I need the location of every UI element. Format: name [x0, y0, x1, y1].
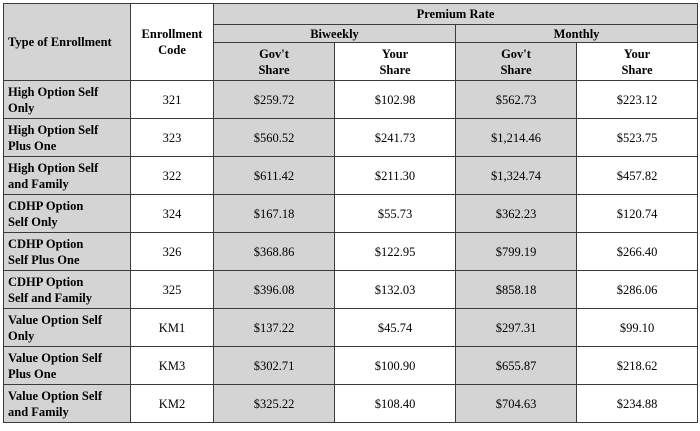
enrollment-type: High Option Self Plus One	[3, 118, 131, 157]
monthly-govt-share-header: Gov't Share	[455, 42, 577, 81]
biweekly-header: Biweekly	[213, 24, 456, 43]
enrollment-code: 326	[130, 232, 214, 271]
table-row: CDHP Option Self Plus One 326 $368.86 $12…	[3, 232, 698, 271]
enrollment-code-header: Enrollment Code	[130, 3, 214, 81]
biweekly-your-share: $211.30	[334, 156, 456, 195]
monthly-your-share: $523.75	[576, 118, 698, 157]
monthly-your-share: $457.82	[576, 156, 698, 195]
monthly-your-share: $266.40	[576, 232, 698, 271]
enrollment-type: Value Option Self Plus One	[3, 346, 131, 385]
monthly-your-share: $99.10	[576, 308, 698, 347]
header-row-premium: Type of Enrollment Enrollment Code Premiu…	[3, 3, 698, 81]
biweekly-govt-share: $302.71	[213, 346, 335, 385]
header-row-share: Gov't Share Your Share Gov't Share Your Shar…	[4, 42, 698, 81]
enrollment-code: 322	[130, 156, 214, 195]
enrollment-code: KM3	[130, 346, 214, 385]
enrollment-type: High Option Self Only	[3, 80, 131, 119]
monthly-govt-share: $655.87	[455, 346, 577, 385]
monthly-your-share: $234.88	[576, 384, 698, 423]
monthly-govt-share: $704.63	[455, 384, 577, 423]
enrollment-code: 324	[130, 194, 214, 233]
enrollment-type: CDHP Option Self Only	[3, 194, 131, 233]
monthly-govt-share: $362.23	[455, 194, 577, 233]
monthly-header: Monthly	[455, 24, 698, 43]
biweekly-govt-share: $137.22	[213, 308, 335, 347]
monthly-your-share: $223.12	[576, 80, 698, 119]
biweekly-govt-share: $167.18	[213, 194, 335, 233]
monthly-your-share: $218.62	[576, 346, 698, 385]
enrollment-code: 321	[130, 80, 214, 119]
biweekly-your-share: $100.90	[334, 346, 456, 385]
monthly-govt-share: $1,324.74	[455, 156, 577, 195]
biweekly-your-share: $102.98	[334, 80, 456, 119]
biweekly-your-share: $55.73	[334, 194, 456, 233]
premium-rate-header: Premium Rate	[213, 3, 698, 25]
monthly-govt-share: $799.19	[455, 232, 577, 271]
enrollment-type: CDHP Option Self Plus One	[3, 232, 131, 271]
biweekly-govt-share: $396.08	[213, 270, 335, 309]
monthly-govt-share: $297.31	[455, 308, 577, 347]
table-row: High Option Self Plus One 323 $560.52 $24…	[3, 118, 698, 157]
table-row: CDHP Option Self and Family 325 $396.08 $…	[3, 270, 698, 309]
table-row: High Option Self Only 321 $259.72 $102.98…	[3, 80, 698, 119]
biweekly-govt-share-header: Gov't Share	[213, 42, 335, 81]
biweekly-your-share: $122.95	[334, 232, 456, 271]
enrollment-code: 325	[130, 270, 214, 309]
enrollment-code: KM1	[130, 308, 214, 347]
biweekly-your-share: $132.03	[334, 270, 456, 309]
monthly-govt-share: $562.73	[455, 80, 577, 119]
monthly-your-share-header: Your Share	[576, 42, 698, 81]
enrollment-code: KM2	[130, 384, 214, 423]
biweekly-govt-share: $560.52	[213, 118, 335, 157]
header-row-period: Biweekly Monthly	[4, 24, 698, 43]
table-row: High Option Self and Family 322 $611.42 $…	[3, 156, 698, 195]
biweekly-your-share: $45.74	[334, 308, 456, 347]
enrollment-code: 323	[130, 118, 214, 157]
premium-rate-table: Type of Enrollment Enrollment Code Premiu…	[3, 3, 698, 423]
enrollment-type: High Option Self and Family	[3, 156, 131, 195]
monthly-your-share: $120.74	[576, 194, 698, 233]
biweekly-govt-share: $259.72	[213, 80, 335, 119]
table-row: Value Option Self Only KM1 $137.22 $45.74…	[3, 308, 698, 347]
monthly-govt-share: $1,214.46	[455, 118, 577, 157]
biweekly-govt-share: $325.22	[213, 384, 335, 423]
monthly-govt-share: $858.18	[455, 270, 577, 309]
biweekly-your-share: $241.73	[334, 118, 456, 157]
biweekly-govt-share: $368.86	[213, 232, 335, 271]
biweekly-govt-share: $611.42	[213, 156, 335, 195]
biweekly-your-share: $108.40	[334, 384, 456, 423]
enrollment-type: CDHP Option Self and Family	[3, 270, 131, 309]
enrollment-type: Value Option Self and Family	[3, 384, 131, 423]
monthly-your-share: $286.06	[576, 270, 698, 309]
table-row: Value Option Self Plus One KM3 $302.71 $1…	[3, 346, 698, 385]
biweekly-your-share-header: Your Share	[334, 42, 456, 81]
enrollment-type: Value Option Self Only	[3, 308, 131, 347]
table-row: Value Option Self and Family KM2 $325.22 …	[3, 384, 698, 423]
type-of-enrollment-header: Type of Enrollment	[3, 3, 131, 81]
table-row: CDHP Option Self Only 324 $167.18 $55.73 …	[3, 194, 698, 233]
